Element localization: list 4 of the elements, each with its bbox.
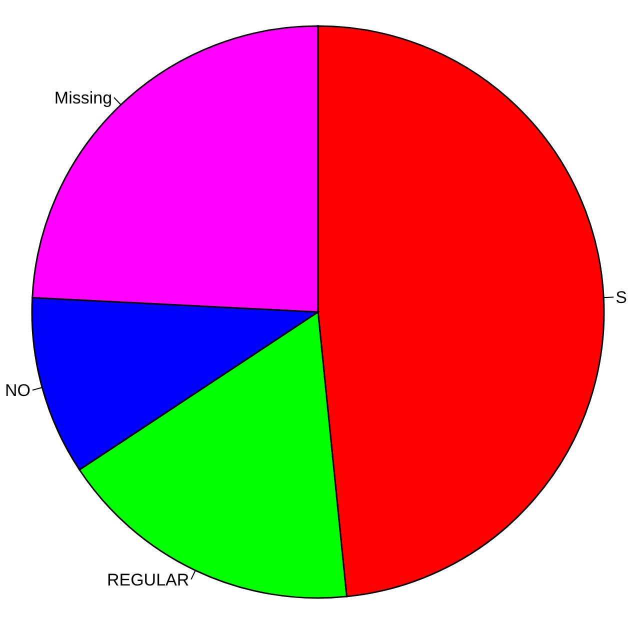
- slice-label: REGULAR: [106, 570, 190, 590]
- slice-label: S: [616, 288, 627, 308]
- slice-label: NO: [4, 381, 30, 400]
- slice-label: Missing: [54, 88, 112, 108]
